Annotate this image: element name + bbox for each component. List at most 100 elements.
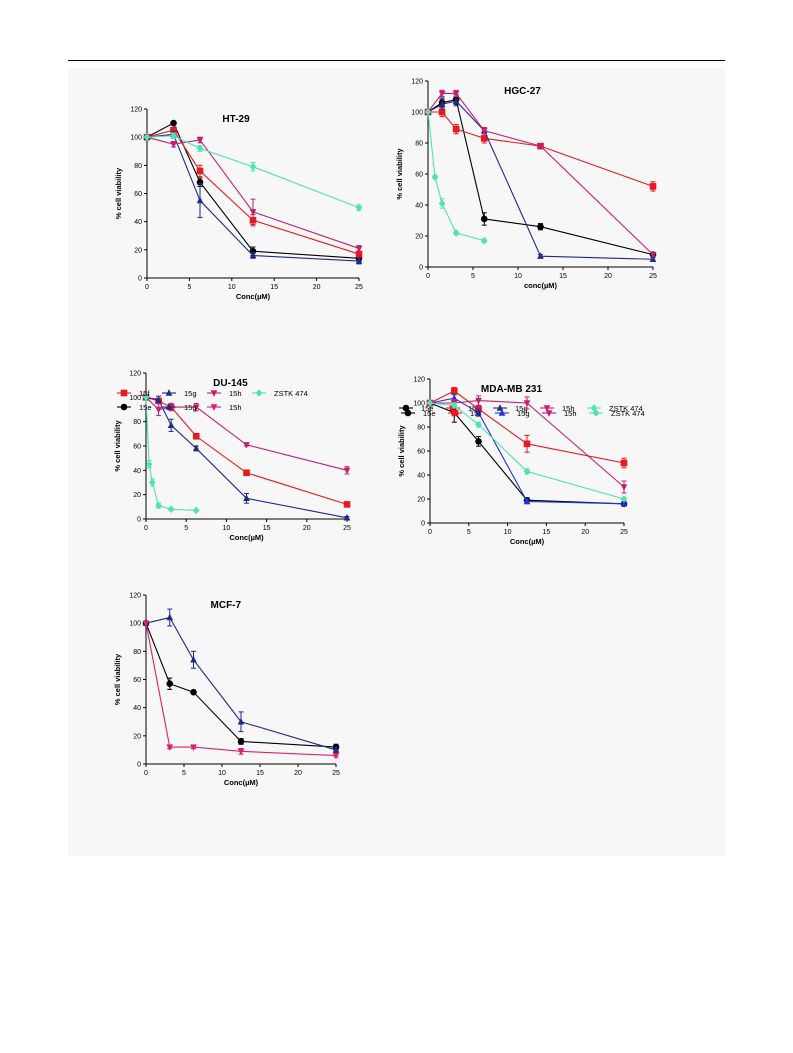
y-tick-label: 80	[133, 419, 141, 426]
x-tick-label: 15	[543, 529, 551, 536]
y-tick-label: 60	[134, 191, 142, 198]
y-tick-label: 0	[137, 762, 141, 769]
legend-label: 15e	[139, 403, 152, 412]
data-point	[523, 440, 531, 448]
y-tick-label: 40	[133, 468, 141, 475]
data-point	[170, 131, 177, 140]
data-point	[431, 173, 439, 181]
series-15h	[142, 620, 340, 760]
legend-label: 15f	[468, 404, 479, 413]
y-axis-label: % cell viability	[397, 425, 406, 477]
x-tick-label: 25	[343, 525, 351, 532]
y-tick-label: 100	[129, 395, 141, 402]
data-point	[480, 135, 488, 142]
x-tick-label: 15	[559, 273, 567, 280]
data-point	[249, 209, 257, 216]
x-tick-label: 0	[145, 284, 149, 291]
x-tick-label: 10	[504, 529, 512, 536]
x-tick-label: 20	[303, 525, 311, 532]
data-point	[249, 162, 257, 171]
x-axis-label: Conc(µM)	[229, 533, 264, 542]
data-point	[196, 137, 204, 144]
y-tick-label: 20	[133, 492, 141, 499]
legend-marker	[165, 403, 173, 410]
legend-marker	[545, 410, 553, 417]
legend-label: 15h	[562, 404, 575, 413]
x-tick-label: 25	[332, 770, 340, 777]
data-point	[196, 167, 204, 175]
data-point	[649, 251, 657, 259]
data-point	[192, 432, 200, 440]
data-point	[426, 399, 434, 407]
legend-label: 15e	[421, 404, 434, 413]
x-axis-label: Conc(µM)	[510, 537, 545, 546]
data-point	[343, 513, 351, 521]
y-tick-label: 80	[134, 163, 142, 170]
chart-title: HT-29	[222, 114, 250, 125]
data-point	[243, 494, 250, 502]
x-tick-label: 25	[649, 273, 657, 280]
data-point	[475, 438, 482, 445]
y-tick-label: 60	[417, 449, 425, 456]
data-point	[190, 744, 197, 751]
data-point	[355, 203, 363, 212]
x-tick-label: 0	[426, 273, 430, 280]
data-point	[649, 183, 657, 190]
data-point	[155, 406, 162, 414]
legend-marker	[404, 409, 412, 417]
legend-label: ZSTK 474	[274, 389, 308, 398]
x-tick-label: 20	[294, 770, 302, 777]
data-point	[237, 738, 245, 745]
data-point	[196, 144, 204, 153]
x-tick-label: 5	[184, 525, 188, 532]
legend-label: 15h	[229, 403, 242, 412]
chart-title: MCF-7	[211, 600, 242, 611]
data-point	[167, 505, 175, 514]
legend-marker	[498, 409, 506, 416]
legend: 15e 15f 15g 15h ZSTK 474	[401, 409, 645, 418]
data-point	[537, 223, 544, 230]
series-15h	[426, 395, 628, 494]
data-point	[237, 748, 245, 756]
x-tick-label: 20	[581, 529, 589, 536]
data-point	[424, 108, 432, 116]
data-point	[438, 100, 446, 107]
x-tick-label: 10	[228, 284, 236, 291]
legend-marker	[120, 403, 128, 411]
legend-label: 15e	[423, 409, 436, 418]
legend-marker	[120, 389, 128, 397]
chart-title: DU-145	[213, 378, 248, 389]
y-tick-label: 100	[129, 621, 141, 628]
data-point	[332, 746, 340, 753]
data-point	[537, 252, 544, 259]
y-tick-label: 100	[413, 401, 425, 408]
y-tick-label: 40	[417, 473, 425, 480]
data-point	[355, 245, 363, 253]
x-axis-label: Conc(µM)	[224, 778, 259, 787]
data-point	[480, 215, 488, 223]
y-tick-label: 60	[415, 172, 423, 179]
data-point	[438, 108, 446, 116]
data-point	[523, 467, 531, 476]
data-point	[355, 250, 363, 258]
data-point	[343, 467, 351, 475]
data-point	[166, 744, 174, 751]
series-15h	[424, 89, 657, 259]
data-point	[452, 125, 460, 133]
series-zstk-474	[143, 131, 363, 212]
legend-marker	[590, 404, 598, 412]
data-point	[249, 251, 257, 259]
data-point	[475, 420, 482, 429]
legend-label: ZSTK 474	[609, 404, 643, 413]
data-point	[620, 499, 628, 507]
y-tick-label: 120	[413, 377, 425, 384]
x-tick-label: 0	[144, 525, 148, 532]
legend-label: 15g	[184, 389, 197, 398]
legend: 15e 15g 15h	[117, 403, 242, 412]
x-tick-label: 25	[355, 284, 363, 291]
figure-background	[68, 68, 725, 856]
y-tick-label: 80	[415, 141, 423, 148]
y-axis-label: % cell viability	[395, 148, 404, 200]
series-line	[145, 623, 337, 757]
